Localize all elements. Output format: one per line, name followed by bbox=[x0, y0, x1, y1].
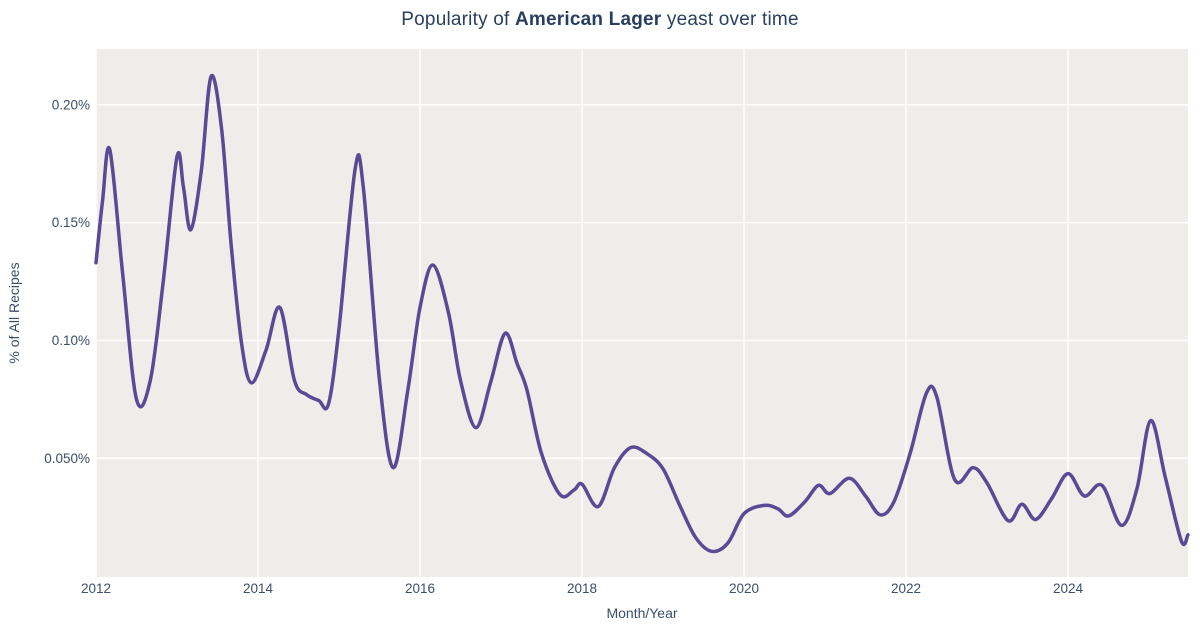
y-tick-label: 0.050% bbox=[44, 451, 90, 466]
x-tick-label: 2012 bbox=[81, 581, 111, 596]
y-tick-label: 0.20% bbox=[52, 97, 90, 112]
y-tick-label: 0.15% bbox=[52, 215, 90, 230]
x-tick-label: 2022 bbox=[891, 581, 921, 596]
chart-title-suffix: yeast over time bbox=[661, 9, 799, 30]
x-tick-label: 2014 bbox=[243, 581, 274, 596]
y-tick-label: 0.10% bbox=[52, 333, 90, 348]
chart-title-prefix: Popularity of bbox=[401, 9, 515, 30]
x-tick-label: 2020 bbox=[729, 581, 759, 596]
series-line bbox=[94, 73, 1190, 554]
x-tick-label: 2016 bbox=[405, 581, 435, 596]
chart-title-yeast-name: American Lager bbox=[514, 9, 662, 30]
x-tick-label: 2018 bbox=[567, 581, 597, 596]
x-axis-title: Month/Year bbox=[606, 605, 678, 621]
chart-title: Popularity of American Lager yeast over … bbox=[0, 9, 1200, 31]
x-tick-label: 2024 bbox=[1053, 581, 1084, 596]
plot-area bbox=[96, 49, 1188, 577]
